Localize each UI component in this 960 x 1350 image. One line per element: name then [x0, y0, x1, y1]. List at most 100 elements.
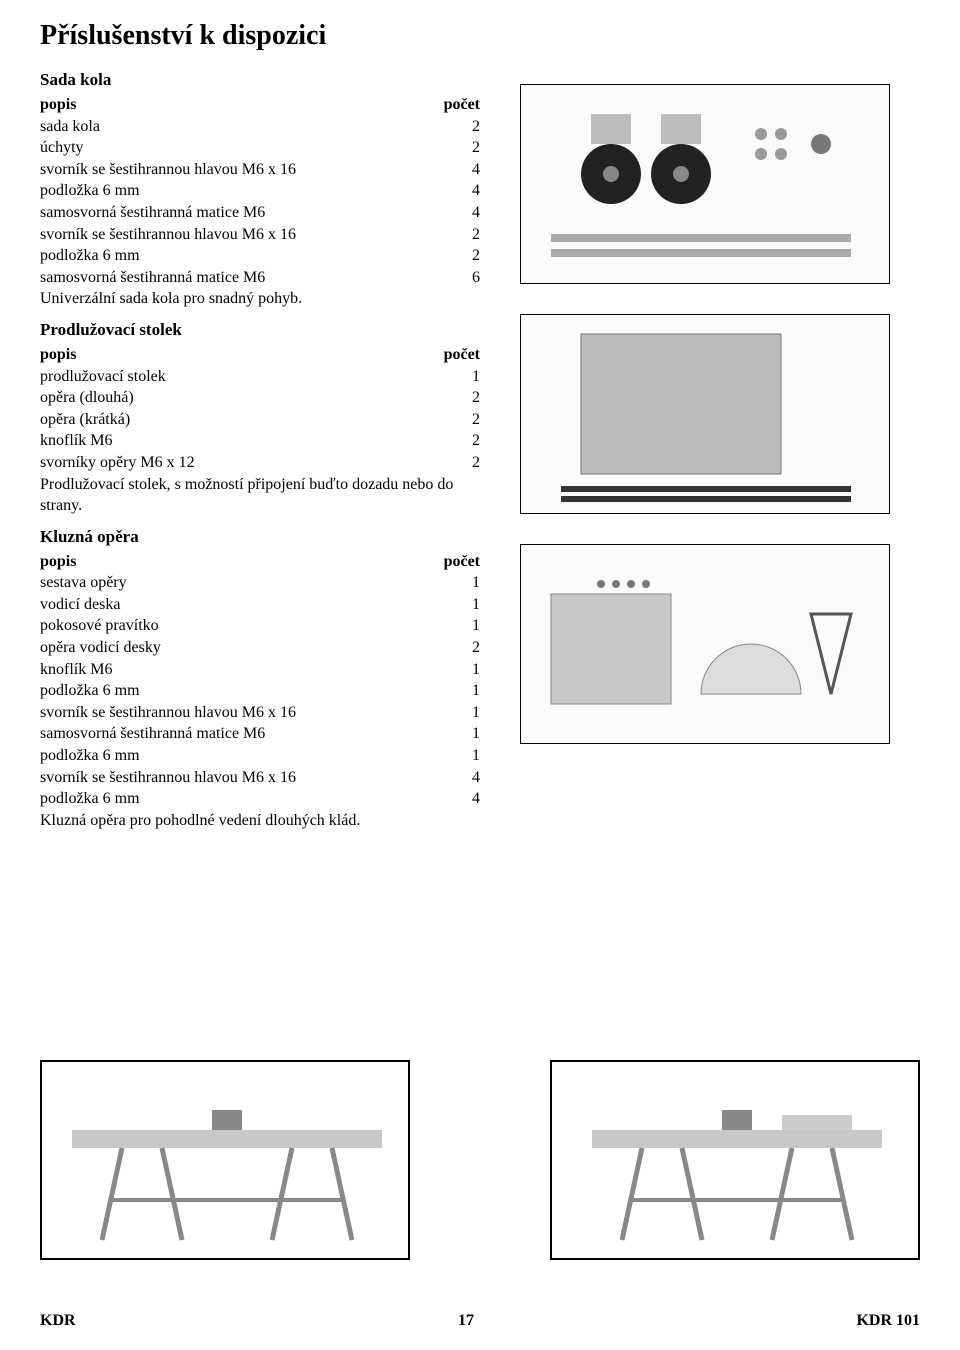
section-wheel-kit: Sada kola popis počet sada kola2 úchyty2… [40, 70, 480, 310]
table-wheel-kit: popis počet sada kola2 úchyty2 svorník s… [40, 94, 480, 288]
cell-count: 2 [420, 387, 480, 409]
cell-count: 1 [420, 702, 480, 724]
note-slide-support: Kluzná opěra pro pohodlné vedení dlouhýc… [40, 810, 480, 832]
cell-count: 4 [420, 159, 480, 181]
cell-count: 2 [420, 452, 480, 474]
cell-count: 2 [420, 430, 480, 452]
cell-count: 2 [420, 637, 480, 659]
footer-page-number: 17 [458, 1312, 474, 1330]
cell-count: 1 [420, 366, 480, 388]
cell-desc: svorník se šestihrannou hlavou M6 x 16 [40, 702, 420, 724]
cell-desc: opěra (krátká) [40, 409, 420, 431]
table-row: samosvorná šestihranná matice M64 [40, 202, 480, 224]
cell-count: 4 [420, 767, 480, 789]
cell-count: 1 [420, 659, 480, 681]
cell-count: 1 [420, 615, 480, 637]
table-row: podložka 6 mm4 [40, 788, 480, 810]
col-count: počet [420, 344, 480, 366]
cell-desc: vodicí deska [40, 594, 420, 616]
cell-count: 2 [420, 224, 480, 246]
table-row: samosvorná šestihranná matice M61 [40, 723, 480, 745]
cell-desc: podložka 6 mm [40, 180, 420, 202]
table-saw-right-icon [552, 1060, 918, 1260]
table-row: úchyty2 [40, 137, 480, 159]
table-saw-left-icon [42, 1060, 408, 1260]
table-ext-table: popis počet prodlužovací stolek1 opěra (… [40, 344, 480, 474]
footer-left: KDR [40, 1312, 76, 1330]
table-row: podložka 6 mm1 [40, 745, 480, 767]
table-row: podložka 6 mm2 [40, 245, 480, 267]
table-header-row: popis počet [40, 94, 480, 116]
cell-desc: úchyty [40, 137, 420, 159]
cell-desc: opěra vodicí desky [40, 637, 420, 659]
cell-count: 6 [420, 267, 480, 289]
table-header-row: popis počet [40, 551, 480, 573]
slide-support-icon [521, 544, 889, 744]
cell-count: 2 [420, 137, 480, 159]
heading-slide-support: Kluzná opěra [40, 527, 480, 547]
cell-count: 1 [420, 594, 480, 616]
cell-desc: knoflík M6 [40, 430, 420, 452]
cell-desc: svorníky opěry M6 x 12 [40, 452, 420, 474]
table-row: svorníky opěry M6 x 122 [40, 452, 480, 474]
table-row: sada kola2 [40, 116, 480, 138]
table-row: opěra vodicí desky2 [40, 637, 480, 659]
cell-count: 4 [420, 202, 480, 224]
cell-desc: sestava opěry [40, 572, 420, 594]
table-row: pokosové pravítko1 [40, 615, 480, 637]
heading-ext-table: Prodlužovací stolek [40, 320, 480, 340]
table-row: svorník se šestihrannou hlavou M6 x 161 [40, 702, 480, 724]
cell-desc: samosvorná šestihranná matice M6 [40, 723, 420, 745]
table-row: prodlužovací stolek1 [40, 366, 480, 388]
table-row: knoflík M62 [40, 430, 480, 452]
page-title: Příslušenství k dispozici [40, 20, 920, 52]
table-row: sestava opěry1 [40, 572, 480, 594]
image-wheel-kit [520, 84, 890, 284]
table-slide-support: popis počet sestava opěry1 vodicí deska1… [40, 551, 480, 810]
cell-desc: knoflík M6 [40, 659, 420, 681]
image-extension-table [520, 314, 890, 514]
footer-right: KDR 101 [856, 1312, 920, 1330]
table-row: podložka 6 mm1 [40, 680, 480, 702]
col-desc: popis [40, 344, 420, 366]
cell-count: 1 [420, 745, 480, 767]
col-count: počet [420, 551, 480, 573]
note-ext-table: Prodlužovací stolek, s možností připojen… [40, 474, 480, 517]
heading-wheel-kit: Sada kola [40, 70, 480, 90]
cell-count: 1 [420, 572, 480, 594]
col-count: počet [420, 94, 480, 116]
extension-plate-icon [521, 314, 889, 514]
cell-count: 4 [420, 788, 480, 810]
cell-count: 2 [420, 409, 480, 431]
cell-desc: svorník se šestihrannou hlavou M6 x 16 [40, 224, 420, 246]
cell-desc: samosvorná šestihranná matice M6 [40, 267, 420, 289]
cell-count: 4 [420, 180, 480, 202]
wheel-kit-icon [521, 84, 889, 284]
page-footer: KDR 17 KDR 101 [40, 1312, 920, 1330]
cell-count: 1 [420, 680, 480, 702]
cell-desc: sada kola [40, 116, 420, 138]
table-row: samosvorná šestihranná matice M66 [40, 267, 480, 289]
cell-desc: opěra (dlouhá) [40, 387, 420, 409]
col-desc: popis [40, 551, 420, 573]
cell-desc: podložka 6 mm [40, 788, 420, 810]
cell-desc: svorník se šestihrannou hlavou M6 x 16 [40, 159, 420, 181]
table-row: svorník se šestihrannou hlavou M6 x 164 [40, 159, 480, 181]
cell-desc: svorník se šestihrannou hlavou M6 x 16 [40, 767, 420, 789]
cell-desc: podložka 6 mm [40, 245, 420, 267]
image-saw-left [40, 1060, 410, 1260]
table-row: vodicí deska1 [40, 594, 480, 616]
cell-desc: podložka 6 mm [40, 745, 420, 767]
cell-count: 2 [420, 245, 480, 267]
table-row: podložka 6 mm4 [40, 180, 480, 202]
cell-count: 1 [420, 723, 480, 745]
note-wheel-kit: Univerzální sada kola pro snadný pohyb. [40, 288, 480, 310]
table-row: svorník se šestihrannou hlavou M6 x 162 [40, 224, 480, 246]
col-desc: popis [40, 94, 420, 116]
section-ext-table: Prodlužovací stolek popis počet prodlužo… [40, 320, 480, 517]
table-row: opěra (krátká)2 [40, 409, 480, 431]
image-saw-right [550, 1060, 920, 1260]
cell-desc: pokosové pravítko [40, 615, 420, 637]
cell-desc: podložka 6 mm [40, 680, 420, 702]
table-row: opěra (dlouhá)2 [40, 387, 480, 409]
